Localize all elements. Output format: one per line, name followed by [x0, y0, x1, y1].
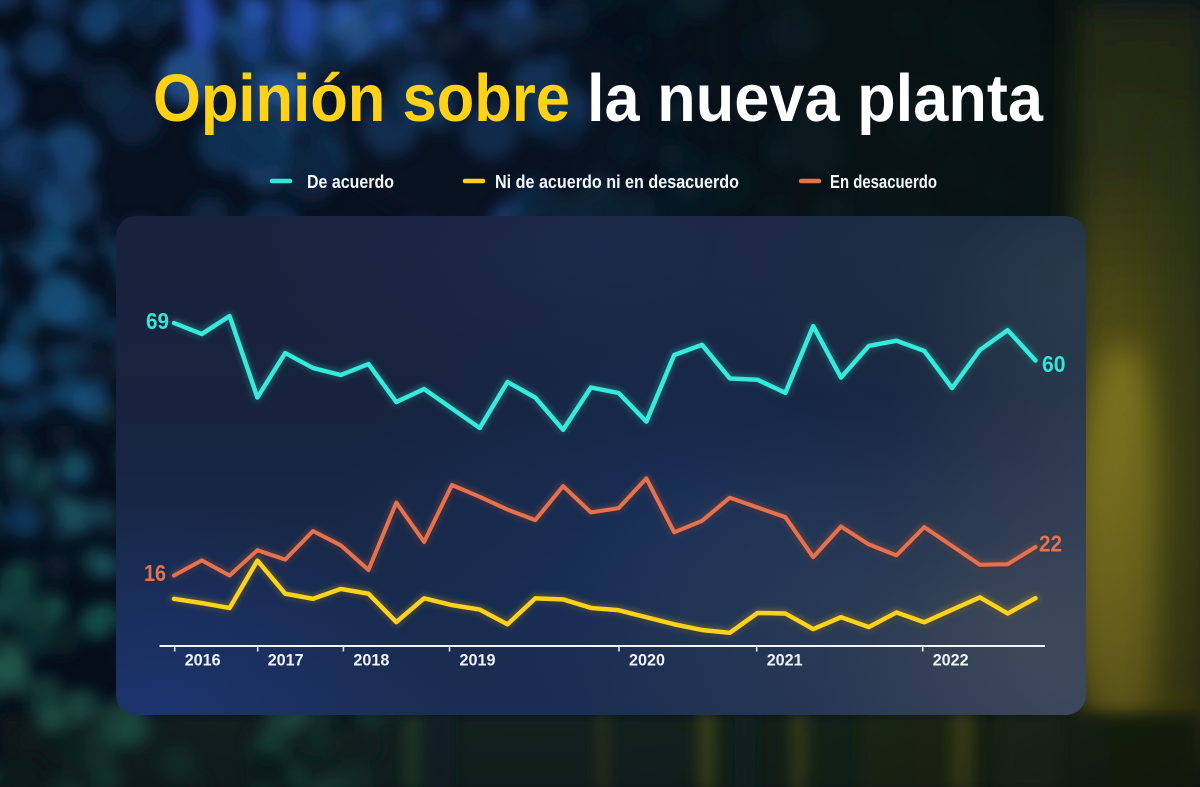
svg-text:2020: 2020 — [629, 652, 665, 670]
svg-text:60: 60 — [1042, 351, 1066, 377]
svg-text:Opinión sobre: Opinión sobre — [153, 61, 570, 136]
svg-text:Ni de acuerdo ni en desacuerdo: Ni de acuerdo ni en desacuerdo — [495, 172, 739, 192]
svg-text:2021: 2021 — [767, 652, 803, 670]
svg-text:En desacuerdo: En desacuerdo — [830, 172, 937, 192]
svg-text:2019: 2019 — [460, 652, 496, 670]
svg-text:22: 22 — [1039, 531, 1062, 557]
svg-text:la nueva planta: la nueva planta — [587, 61, 1044, 136]
svg-text:De acuerdo: De acuerdo — [307, 172, 394, 192]
svg-text:2016: 2016 — [185, 652, 221, 670]
svg-text:2018: 2018 — [353, 652, 389, 670]
svg-text:69: 69 — [146, 308, 169, 334]
svg-text:16: 16 — [144, 560, 166, 586]
svg-text:2022: 2022 — [933, 652, 969, 670]
svg-text:2017: 2017 — [268, 652, 304, 670]
